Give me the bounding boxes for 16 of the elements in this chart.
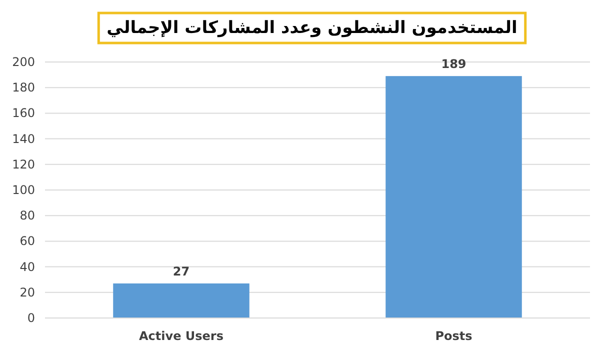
y-tick-label: 200: [12, 55, 35, 69]
y-tick-label: 60: [20, 234, 35, 248]
data-label: 189: [441, 57, 466, 72]
y-tick-label: 100: [12, 183, 35, 197]
y-tick-label: 0: [27, 311, 35, 325]
data-label: 27: [172, 264, 190, 278]
y-tick-label: 180: [12, 80, 35, 95]
x-tick-label: Posts: [435, 329, 472, 343]
x-tick-label: Active Users: [139, 329, 224, 343]
chart-title: المستخدمون النشطون وعدد المشاركات الإجمالي: [106, 18, 518, 38]
y-tick-label: 40: [20, 260, 35, 274]
y-tick-label: 20: [20, 285, 35, 300]
y-tick-label: 160: [12, 106, 35, 120]
y-tick-label: 140: [12, 132, 35, 146]
y-tick-label: 120: [12, 157, 35, 172]
y-tick-label: 80: [20, 208, 35, 223]
